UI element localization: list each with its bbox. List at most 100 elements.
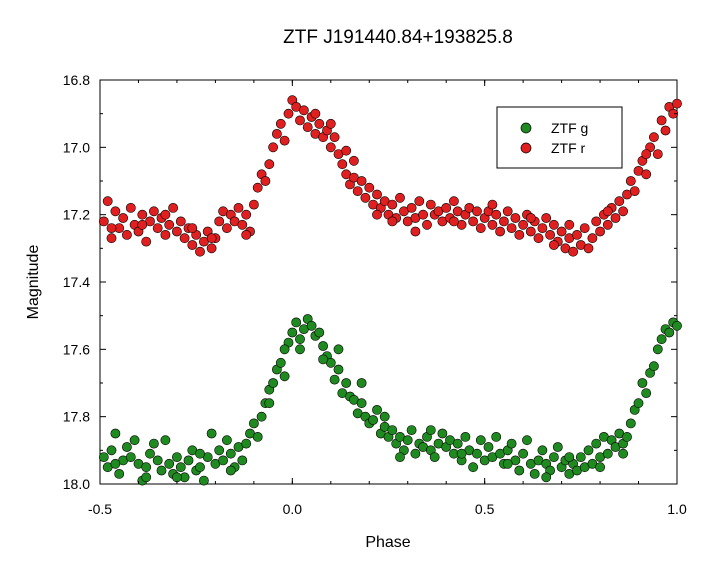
data-point-g xyxy=(656,334,667,345)
data-point-g xyxy=(279,344,290,355)
data-point-g xyxy=(622,431,632,442)
data-point-r xyxy=(387,199,398,210)
data-point-r xyxy=(260,176,271,186)
data-point-g xyxy=(602,448,613,459)
data-point-g xyxy=(387,425,398,435)
y-tick-label: 18.0 xyxy=(63,476,90,492)
data-point-g xyxy=(225,448,236,459)
data-point-r xyxy=(206,243,217,254)
data-point-r xyxy=(583,243,594,254)
data-point-g xyxy=(156,465,167,476)
data-point-r xyxy=(487,219,498,230)
data-point-g xyxy=(221,435,232,446)
data-point-r xyxy=(271,128,282,139)
data-point-r xyxy=(441,202,452,213)
data-point-r xyxy=(364,182,375,193)
data-point-r xyxy=(406,202,417,213)
x-tick-label: 1.0 xyxy=(667,501,687,517)
data-point-g xyxy=(318,341,328,351)
data-point-g xyxy=(175,462,186,473)
data-point-r xyxy=(348,155,359,166)
data-point-r xyxy=(283,108,294,119)
data-point-g xyxy=(549,452,559,462)
data-point-r xyxy=(514,229,525,240)
data-point-r xyxy=(168,202,178,213)
data-point-r xyxy=(537,223,548,233)
data-point-r xyxy=(533,233,544,244)
data-point-r xyxy=(587,233,598,244)
data-point-r xyxy=(668,108,679,119)
y-tick-label: 17.8 xyxy=(63,409,90,425)
data-point-g xyxy=(356,398,367,409)
data-point-g xyxy=(425,425,436,435)
data-point-g xyxy=(198,475,209,486)
data-point-r xyxy=(468,216,478,227)
data-point-g xyxy=(237,455,248,466)
data-point-g xyxy=(306,320,317,331)
data-point-r xyxy=(410,226,421,237)
data-point-g xyxy=(110,458,121,469)
data-point-g xyxy=(129,435,140,446)
data-point-g xyxy=(145,448,155,459)
data-point-g xyxy=(98,452,109,462)
data-point-g xyxy=(206,428,217,439)
data-point-r xyxy=(141,236,152,247)
data-point-g xyxy=(195,448,205,459)
data-point-g xyxy=(472,448,482,459)
data-point-r xyxy=(248,199,259,210)
data-point-g xyxy=(318,354,328,365)
data-point-g xyxy=(218,455,228,466)
data-point-g xyxy=(541,472,552,483)
data-point-r xyxy=(518,219,528,230)
data-point-g xyxy=(583,445,594,456)
data-point-r xyxy=(629,186,640,196)
data-point-r xyxy=(425,199,436,210)
data-point-r xyxy=(148,206,159,217)
data-point-r xyxy=(591,216,602,227)
data-point-g xyxy=(522,435,532,446)
data-point-r xyxy=(102,196,113,207)
data-point-r xyxy=(641,149,652,159)
data-point-g xyxy=(468,462,478,473)
data-point-g xyxy=(329,374,340,385)
data-point-r xyxy=(506,223,517,233)
data-point-r xyxy=(556,226,567,237)
data-point-r xyxy=(502,206,513,217)
data-point-r xyxy=(549,240,559,250)
data-point-r xyxy=(614,196,625,207)
data-point-r xyxy=(241,209,252,220)
data-point-r xyxy=(568,246,578,257)
data-point-r xyxy=(525,226,536,237)
data-point-r xyxy=(360,192,371,203)
data-point-r xyxy=(414,196,425,207)
data-point-g xyxy=(125,452,136,462)
data-point-r xyxy=(487,199,498,210)
data-point-r xyxy=(160,229,171,240)
data-point-g xyxy=(595,462,605,473)
data-point-g xyxy=(641,388,652,398)
data-point-r xyxy=(610,213,621,223)
data-point-r xyxy=(337,159,348,170)
chart-title: ZTF J191440.84+193825.8 xyxy=(283,27,513,48)
y-tick-label: 17.6 xyxy=(63,341,90,357)
data-point-g xyxy=(314,327,325,338)
data-point-r xyxy=(314,118,325,129)
data-point-r xyxy=(187,240,198,250)
data-point-r xyxy=(179,233,190,244)
data-point-r xyxy=(475,223,486,233)
legend: ZTF g ZTF r xyxy=(496,106,623,169)
data-point-r xyxy=(491,209,502,220)
data-point-r xyxy=(325,142,336,153)
y-tick-label: 17.4 xyxy=(63,274,90,290)
data-point-g xyxy=(160,435,171,446)
data-point-r xyxy=(237,219,248,230)
data-point-g xyxy=(491,431,502,442)
data-point-r xyxy=(275,118,286,129)
y-tick-labels: 16.8 17.0 17.2 17.4 17.6 17.8 18.0 xyxy=(63,72,90,492)
series-r-marks xyxy=(98,95,682,257)
data-point-r xyxy=(175,216,186,227)
data-point-g xyxy=(518,448,528,459)
x-tick-label: 0.0 xyxy=(283,501,303,517)
data-point-r xyxy=(195,246,205,257)
